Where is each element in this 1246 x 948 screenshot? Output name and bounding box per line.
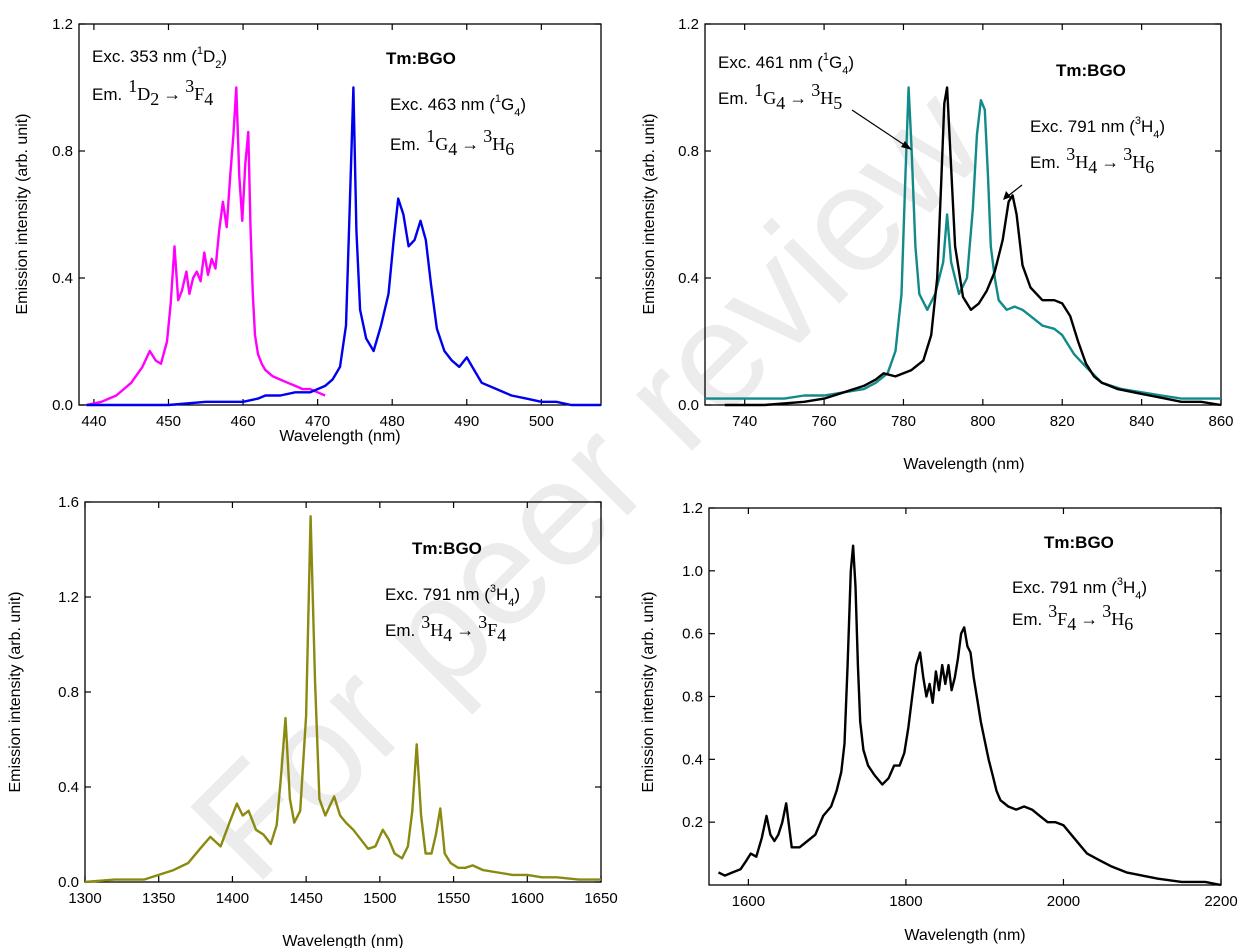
plot-frame xyxy=(704,23,1222,406)
x-tick-label: 470 xyxy=(305,413,330,430)
y-tick-label: 1.2 xyxy=(58,589,79,606)
x-tick-label: 1500 xyxy=(363,890,396,907)
spectrum-line-2 xyxy=(724,86,1222,407)
excitation-label: Exc. 791 nm (3H4) xyxy=(1012,576,1147,602)
emission-label-a: Em. 1D2 → 3F4 xyxy=(92,76,213,109)
x-tick-label: 1450 xyxy=(289,890,322,907)
emission-label: Em. 3H4 → 3F4 xyxy=(385,612,506,645)
x-tick-label: 460 xyxy=(231,413,256,430)
y-tick-label: 0.0 xyxy=(52,397,73,414)
y-tick-label: 0.4 xyxy=(58,779,79,796)
y-axis-label: Emission intensity (arb. unit) xyxy=(7,592,24,793)
series-group xyxy=(86,86,601,407)
excitation-label-b: Exc. 463 nm (1G4) xyxy=(390,93,526,119)
spectrum-line-1 xyxy=(86,86,326,407)
x-tick-label: 490 xyxy=(454,413,479,430)
emission-label-b: Em. 3H4 → 3H6 xyxy=(1030,144,1154,177)
emission-label-a: Em. 1G4 → 3H5 xyxy=(718,80,842,113)
x-tick-label: 1300 xyxy=(68,890,101,907)
material-label: Tm:BGO xyxy=(1044,533,1114,552)
y-tick-label: 0.0 xyxy=(58,874,79,891)
y-axis-label: Emission intensity (arb. unit) xyxy=(641,114,658,315)
y-tick-label: 0.0 xyxy=(678,397,699,414)
excitation-label-b: Exc. 791 nm (3H4) xyxy=(1030,115,1165,141)
pointer-arrow-black xyxy=(1003,184,1023,200)
x-tick-label: 450 xyxy=(156,413,181,430)
series-group xyxy=(705,86,1222,407)
material-label: Tm:BGO xyxy=(1056,61,1126,80)
x-tick-label: 840 xyxy=(1129,413,1154,430)
panel-bottom-left: 1300 1350 1400 1450 1500 1550 1600 1650 0.0 0.4 0.… xyxy=(7,494,618,948)
series-group xyxy=(717,544,1222,887)
x-tick-label: 500 xyxy=(529,413,554,430)
x-tick-label: 760 xyxy=(812,413,837,430)
panel-bottom-right: 1600 1800 2000 2200 0.2 0.4 0.8 0.6 1.0 1.2 Wavel… xyxy=(640,500,1238,944)
emission-label: Em. 3F4 → 3H6 xyxy=(1012,601,1133,634)
material-label: Tm:BGO xyxy=(386,49,456,68)
y-axis-label: Emission intensity (arb. unit) xyxy=(14,114,31,315)
x-axis-label: Wavelength (nm) xyxy=(279,428,400,445)
x-tick-label: 1400 xyxy=(216,890,249,907)
x-axis-label: Wavelength (nm) xyxy=(904,927,1025,944)
y-tick-label: 0.6 xyxy=(682,626,703,643)
y-tick-label: 0.4 xyxy=(52,270,73,287)
plot-frame xyxy=(78,23,602,406)
x-tick-label: 860 xyxy=(1208,413,1233,430)
pointer-arrow-teal xyxy=(851,109,912,150)
x-axis-label: Wavelength (nm) xyxy=(903,456,1024,473)
spectrum-line-2 xyxy=(86,86,601,407)
x-tick-label: 740 xyxy=(732,413,757,430)
axis-ticks: 1600 1800 2000 2200 0.2 0.4 0.8 0.6 1.0 1.2 xyxy=(682,500,1238,910)
x-tick-label: 1600 xyxy=(732,893,765,910)
x-tick-label: 1800 xyxy=(889,893,922,910)
watermark-text: For peer review xyxy=(158,55,1014,911)
y-tick-label: 1.2 xyxy=(52,16,73,33)
y-tick-label: 0.8 xyxy=(678,143,699,160)
excitation-label: Exc. 791 nm (3H4) xyxy=(385,583,520,609)
spectrum-line-1 xyxy=(84,515,601,884)
x-tick-label: 1350 xyxy=(142,890,175,907)
panel-top-left: 440 450 460 470 480 490 500 0.0 0.4 0.8 1.2 Wavele… xyxy=(14,16,602,445)
y-tick-label: 0.4 xyxy=(678,270,699,287)
spectrum-line-1 xyxy=(705,86,1221,400)
panel-top-right: 740 760 780 800 820 840 860 0.0 0.4 0.8 1.2 Wavele… xyxy=(641,16,1234,473)
y-tick-label: 1.2 xyxy=(682,500,703,517)
x-tick-label: 800 xyxy=(970,413,995,430)
excitation-label-a: Exc. 461 nm (1G4) xyxy=(718,51,854,77)
x-tick-label: 780 xyxy=(891,413,916,430)
x-axis-label: Wavelength (nm) xyxy=(282,933,403,948)
y-tick-label: 0.2 xyxy=(682,814,703,831)
y-tick-label: 1.6 xyxy=(58,494,79,511)
y-tick-label: 0.8 xyxy=(682,689,703,706)
x-tick-label: 1600 xyxy=(511,890,544,907)
plot-frame xyxy=(708,507,1222,886)
material-label: Tm:BGO xyxy=(412,539,482,558)
x-tick-label: 1650 xyxy=(584,890,617,907)
x-tick-label: 440 xyxy=(81,413,106,430)
x-tick-label: 480 xyxy=(380,413,405,430)
emission-label-b: Em. 1G4 → 3H6 xyxy=(390,126,514,159)
x-tick-label: 820 xyxy=(1050,413,1075,430)
x-tick-label: 2000 xyxy=(1047,893,1080,910)
y-tick-label: 0.4 xyxy=(682,751,703,768)
y-tick-label: 1.2 xyxy=(678,16,699,33)
y-axis-label: Emission intensity (arb. unit) xyxy=(640,592,657,793)
y-tick-label: 0.8 xyxy=(52,143,73,160)
spectrum-line-1 xyxy=(717,544,1222,887)
x-tick-label: 2200 xyxy=(1204,893,1237,910)
axis-ticks: 740 760 780 800 820 840 860 0.0 0.4 0.8 1.2 xyxy=(678,16,1233,430)
x-tick-label: 1550 xyxy=(437,890,470,907)
y-tick-label: 0.8 xyxy=(58,684,79,701)
axis-ticks: 1300 1350 1400 1450 1500 1550 1600 1650 0.0 0.4 0.… xyxy=(58,494,618,907)
series-group xyxy=(84,515,601,884)
y-tick-label: 1.0 xyxy=(682,563,703,580)
axis-ticks: 440 450 460 470 480 490 500 0.0 0.4 0.8 1.2 xyxy=(52,16,601,430)
excitation-label-a: Exc. 353 nm (1D2) xyxy=(92,45,227,71)
